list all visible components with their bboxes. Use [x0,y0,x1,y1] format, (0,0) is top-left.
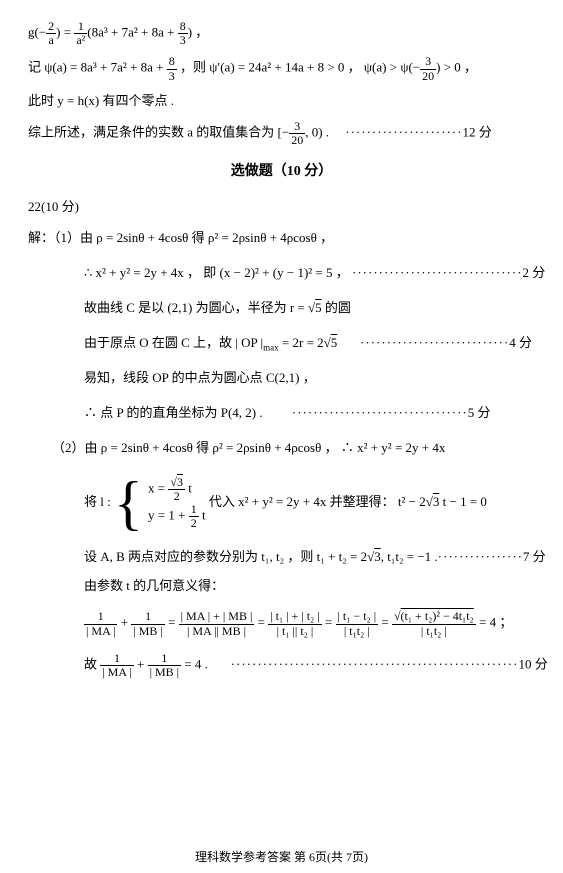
frac: 1| MB | [148,652,181,679]
frac: 1| MB | [131,610,164,637]
text: 设 A, B 两点对应的参数分别为 t₁, t₂ ，则 t₁ + t₂ = 2 [84,549,367,564]
final-answer: 故 1| MA | + 1| MB | = 4 . ··············… [28,652,535,679]
solution-step: ∴ 点 P 的的直角坐标为 P(4, 2) . ················… [28,403,535,424]
text: ) = [56,25,74,40]
score: 7 分 [523,549,546,564]
text: = 4 ； [476,615,513,630]
math-line-psi: 记 ψ(a) = 8a³ + 7a² + 8a + 83 ，则 ψ′(a) = … [28,55,535,82]
solution-step: 解：（1）由 ρ = 2sinθ + 4cosθ 得 ρ² = 2ρsinθ +… [28,228,535,249]
math-line-g: g(−2a) = 1a²(8a³ + 7a² + 8a + 83) ， [28,20,535,47]
solution-step: 易知，线段 OP 的中点为圆心点 C(2,1) ， [28,368,535,389]
system-line: 将 l : { x = √32 t y = 1 + 12 t 代入 x² + y… [28,473,535,533]
frac: | MA | + | MB || MA || MB | [179,610,255,637]
brace-icon: { [114,473,143,533]
score: 2 分 [523,265,546,280]
solution-step: 设 A, B 两点对应的参数分别为 t₁, t₂ ，则 t₁ + t₂ = 2√… [28,547,535,568]
text: g(− [28,25,46,40]
text: ) > 0 ， [436,60,477,75]
frac: 320 [420,55,436,82]
frac: 83 [178,20,188,47]
score: 10 分 [518,657,547,672]
math-line-zeros: 此时 y = h(x) 有四个零点 . [28,91,535,112]
section-heading: 选做题（10 分） [28,161,535,183]
part-2: （2）由 ρ = 2sinθ + 4cosθ 得 ρ² = 2ρsinθ + 4… [28,438,535,459]
text: 将 l : [84,494,111,509]
text: t − 1 = 0 [439,494,487,509]
frac: 2a [46,20,56,47]
text: 记 ψ(a) = 8a³ + 7a² + 8a + [28,60,167,75]
text: = 4 . [181,657,208,672]
text: ) ， [188,25,209,40]
text: 故曲线 C 是以 (2,1) 为圆心，半径为 r = [84,300,308,315]
leader-dots: ································· [292,405,468,420]
score: 12 分 [463,124,492,139]
sqrt: √3 [426,494,440,509]
leader-dots: ········································… [231,657,519,672]
page-footer: 理科数学参考答案 第 6页(共 7页) [0,848,563,867]
solution-step: 由于原点 O 在圆 C 上，故 | OP |max = 2r = 2√5 ···… [28,333,535,355]
equation-system: x = √32 t y = 1 + 12 t [148,476,206,531]
solution-step: 由参数 t 的几何意义得： [28,576,535,597]
text: 故 [84,657,100,672]
solution-step: ∴ x² + y² = 2y + 4x ， 即 (x − 2)² + (y − … [28,263,535,284]
score: 5 分 [468,405,491,420]
leader-dots: ···························· [360,335,509,350]
text: (8a³ + 7a² + 8a + [87,25,177,40]
frac: 1| MA | [84,610,117,637]
fraction-chain: 1| MA | + 1| MB | = | MA | + | MB || MA … [28,610,535,637]
leader-dots: ················ [438,549,523,564]
text: , 0) . [305,124,329,139]
solution-step: 故曲线 C 是以 (2,1) 为圆心，半径为 r = √5 的圆 [28,298,535,319]
text: 综上所述，满足条件的实数 a 的取值集合为 [− [28,124,289,139]
text: 由于原点 O 在圆 C 上，故 | OP | [84,335,263,350]
text: ∴ x² + y² = 2y + 4x ， 即 (x − 2)² + (y − … [84,265,349,280]
frac: | t₁ − t₂ || t₁t₂ | [336,610,379,637]
leader-dots: ································ [352,265,523,280]
text: 代入 x² + y² = 2y + 4x 并整理得： t² − 2 [209,494,426,509]
frac: √(t₁ + t₂)² − 4t₁t₂| t₁t₂ | [392,610,476,637]
frac: 1| MA | [100,652,133,679]
text: ∴ 点 P 的的直角坐标为 P(4, 2) . [84,405,263,420]
frac: | t₁ | + | t₂ || t₁ || t₂ | [268,610,321,637]
question-number: 22(10 分) [28,197,535,218]
text: = 2r = 2 [279,335,324,350]
score: 4 分 [509,335,532,350]
sqrt: √3 [367,549,381,564]
frac: 83 [167,55,177,82]
text: , t₁t₂ = −1 . [381,549,438,564]
frac: 320 [289,120,305,147]
text: ，则 ψ′(a) = 24a² + 14a + 8 > 0 ， ψ(a) > ψ… [177,60,420,75]
sqrt: √5 [308,300,322,315]
sqrt: √5 [324,335,338,350]
leader-dots: ······················ [345,124,462,139]
subscript: max [263,342,279,352]
conclusion-line: 综上所述，满足条件的实数 a 的取值集合为 [−320, 0) . ······… [28,120,535,147]
frac: 1a² [74,20,87,47]
text: 的圆 [322,300,351,315]
